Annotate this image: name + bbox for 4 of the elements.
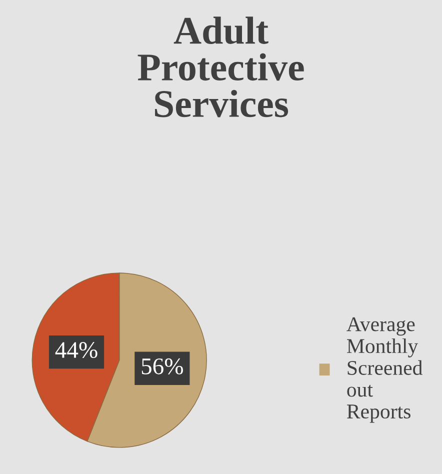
data-label: 56%: [142, 358, 184, 374]
legend-label: Average Monthly Screened out Reports: [346, 317, 422, 423]
chart-title: Adult Protective Services: [138, 16, 304, 118]
data-label: 44%: [55, 342, 98, 358]
